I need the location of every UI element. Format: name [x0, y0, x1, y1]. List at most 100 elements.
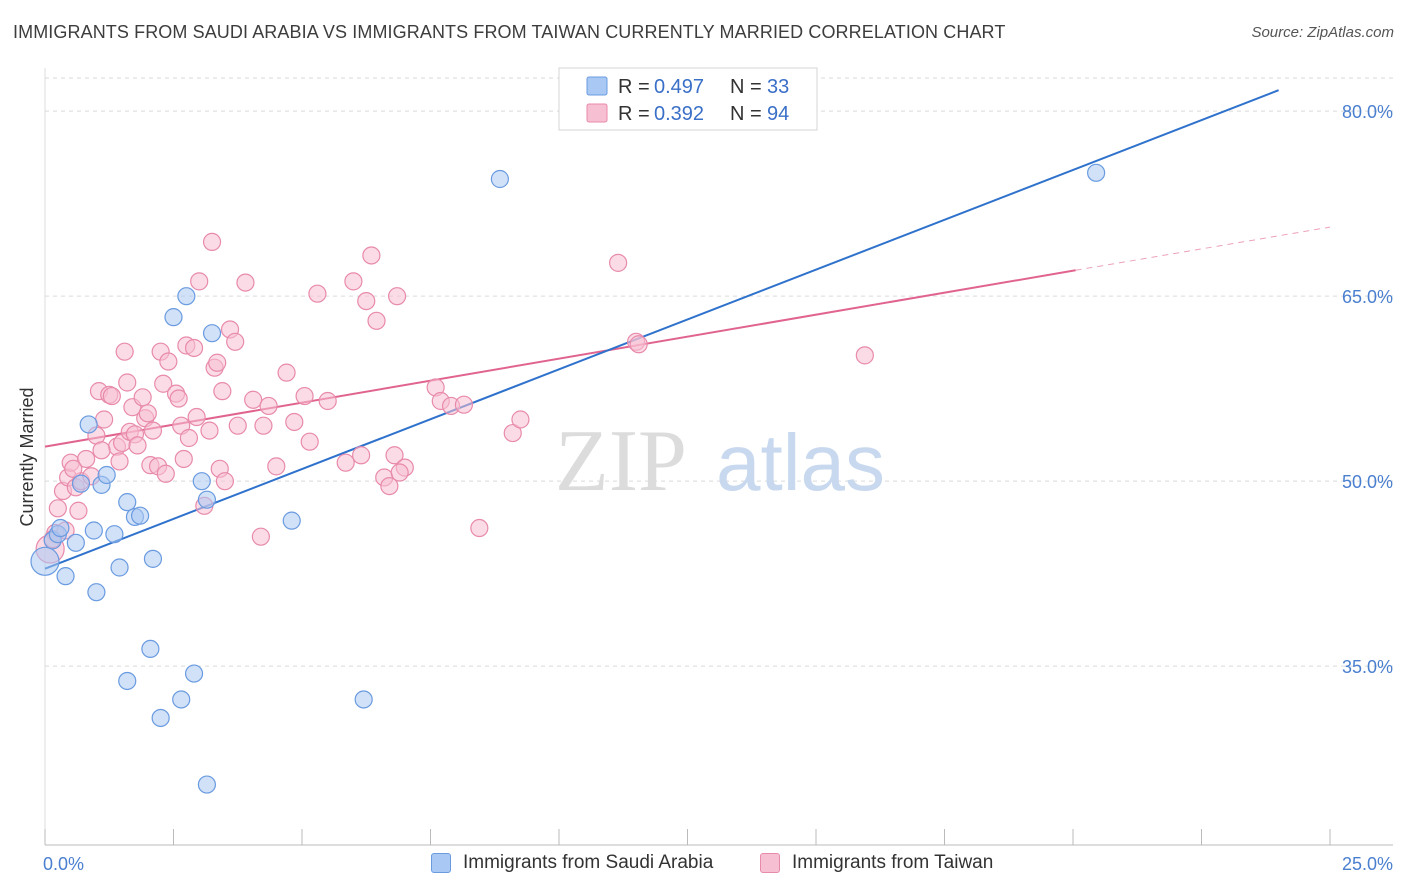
taiwan-trend-line — [44, 269, 1076, 448]
saudi-legend-label: Immigrants from Saudi Arabia — [463, 852, 714, 873]
bottom-legend: Immigrants from Saudi Arabia Immigrants … — [0, 852, 1406, 878]
taiwan-point-93 — [64, 459, 83, 478]
y-tick-label-35: 35.0% — [1342, 657, 1393, 677]
saudi-point-12 — [110, 558, 129, 577]
taiwan-point-78 — [454, 395, 474, 414]
taiwan-point-20 — [118, 373, 137, 392]
taiwan-point-80 — [503, 423, 522, 443]
taiwan-trend-extension — [1075, 226, 1331, 271]
taiwan-point-54 — [244, 390, 263, 409]
saudi-point-6 — [71, 474, 91, 493]
saudi-point-4 — [56, 567, 75, 586]
legend-blue-n-label: N = — [730, 76, 762, 98]
taiwan-point-39 — [179, 428, 199, 448]
taiwan-point-67 — [357, 292, 376, 311]
saudi-point-20 — [192, 472, 211, 491]
saudi-point-16 — [143, 549, 163, 568]
taiwan-point-42 — [190, 272, 209, 291]
legend-pink-n-value: 94 — [767, 103, 789, 125]
taiwan-point-59 — [277, 363, 296, 382]
saudi-point-10 — [97, 465, 116, 485]
taiwan-point-61 — [295, 386, 314, 406]
taiwan-points — [35, 232, 874, 564]
taiwan-point-79 — [470, 518, 489, 538]
legend-blue-swatch — [586, 76, 608, 96]
taiwan-point-63 — [318, 391, 337, 411]
taiwan-point-85 — [855, 346, 874, 365]
taiwan-point-58 — [267, 457, 286, 476]
taiwan-point-84 — [629, 335, 648, 354]
legend-pink-r-label: R = — [618, 103, 650, 125]
taiwan-point-81 — [511, 410, 530, 429]
top-legend: R = 0.497 N = 33 R = 0.392 N = 94 — [558, 67, 818, 131]
axes — [44, 68, 1393, 846]
saudi-point-7 — [79, 415, 98, 434]
saudi-point-32 — [84, 521, 103, 540]
watermark-zip: ZIP — [555, 413, 687, 510]
legend-pink-swatch — [586, 103, 608, 123]
legend-blue-n-value: 33 — [767, 76, 789, 98]
taiwan-point-65 — [344, 272, 363, 291]
taiwan-point-9 — [77, 449, 96, 469]
taiwan-point-15 — [102, 386, 121, 406]
taiwan-point-40 — [184, 338, 204, 358]
saudi-point-30 — [490, 169, 509, 189]
taiwan-point-24 — [128, 436, 147, 455]
taiwan-point-44 — [200, 421, 219, 440]
taiwan-point-31 — [154, 374, 173, 393]
saudi-point-22 — [202, 324, 222, 343]
taiwan-legend-label: Immigrants from Taiwan — [792, 852, 994, 873]
saudi-point-11 — [105, 525, 124, 544]
legend-pink-r-value: 0.392 — [654, 103, 704, 125]
watermark: ZIP atlas — [555, 413, 885, 510]
taiwan-point-41 — [187, 407, 206, 427]
tick-labels: 35.0% 50.0% 65.0% 80.0% 0.0% 25.0% — [43, 102, 1393, 874]
gridlines — [45, 77, 1393, 667]
taiwan-point-17 — [110, 452, 129, 471]
taiwan-point-66 — [352, 446, 371, 465]
legend-pink-n-label: N = — [730, 103, 762, 125]
saudi-point-3 — [51, 518, 70, 538]
saudi-point-31 — [1087, 163, 1106, 182]
taiwan-point-91 — [300, 432, 319, 451]
taiwan-point-52 — [228, 416, 247, 435]
taiwan-point-51 — [226, 332, 245, 351]
saudi-point-17 — [164, 308, 183, 327]
taiwan-point-25 — [133, 388, 152, 407]
x-tick-label-end: 25.0% — [1342, 854, 1393, 874]
chart-title: IMMIGRANTS FROM SAUDI ARABIA VS IMMIGRAN… — [13, 22, 1006, 42]
taiwan-point-56 — [254, 416, 273, 435]
taiwan-point-28 — [143, 421, 163, 440]
taiwan-point-92 — [390, 463, 409, 482]
y-axis-label: Currently Married — [17, 387, 37, 526]
x-tick-label-start: 0.0% — [43, 854, 84, 874]
y-tick-label-50: 50.0% — [1342, 472, 1393, 492]
trend-lines — [44, 89, 1331, 570]
saudi-arabia-points — [30, 163, 1106, 794]
saudi-point-18 — [177, 287, 196, 306]
taiwan-point-53 — [236, 273, 255, 292]
taiwan-point-49 — [215, 472, 234, 491]
y-tick-label-80: 80.0% — [1342, 102, 1393, 122]
y-tick-label-65: 65.0% — [1342, 287, 1393, 307]
saudi-point-5 — [66, 533, 85, 552]
taiwan-point-37 — [174, 449, 193, 469]
saudi-point-13 — [118, 493, 137, 512]
saudi-trend-line — [44, 89, 1279, 570]
taiwan-point-7 — [69, 501, 88, 520]
taiwan-swatch — [760, 853, 780, 873]
saudi-point-8 — [87, 583, 106, 602]
saudi-point-23 — [172, 690, 191, 709]
bottom-legend-taiwan: Immigrants from Taiwan — [760, 852, 993, 874]
saudi-point-27 — [141, 639, 160, 659]
saudi-point-28 — [282, 511, 301, 530]
saudi-point-15 — [130, 506, 150, 525]
taiwan-point-89 — [138, 404, 157, 423]
taiwan-point-2 — [48, 499, 67, 518]
legend-blue-r-label: R = — [618, 76, 650, 98]
taiwan-point-32 — [156, 464, 175, 483]
taiwan-point-19 — [115, 342, 134, 361]
taiwan-point-72 — [385, 446, 404, 465]
bottom-legend-saudi: Immigrants from Saudi Arabia — [431, 852, 713, 874]
taiwan-point-57 — [259, 396, 278, 416]
